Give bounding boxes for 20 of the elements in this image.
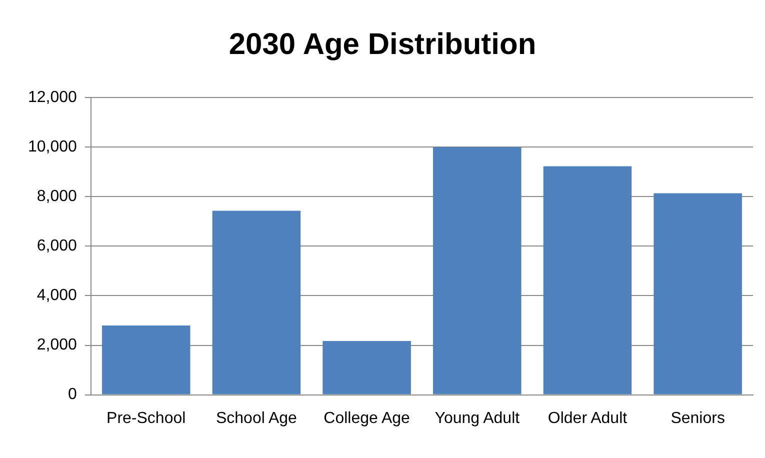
bar (322, 341, 411, 394)
bar (212, 210, 301, 394)
x-tick-label: Pre-School (106, 410, 186, 427)
y-tick-label: 0 (68, 386, 78, 404)
bar (433, 147, 522, 394)
x-tick-label: College Age (324, 410, 410, 427)
bar (543, 166, 632, 394)
x-tick-label: Young Adult (434, 410, 520, 427)
bar (102, 325, 190, 394)
x-tick-label: School Age (216, 410, 298, 427)
chart-title: 2030 Age Distribution (228, 28, 538, 62)
bar (654, 193, 742, 394)
x-tick-label: Older Adult (548, 410, 628, 427)
y-tick-label: 10,000 (28, 138, 78, 156)
y-tick-label: 12,000 (28, 89, 78, 106)
y-tick-label: 2,000 (36, 336, 78, 354)
y-tick-label: 6,000 (36, 238, 78, 255)
y-tick-label: 4,000 (36, 287, 78, 304)
x-tick-label: Seniors (670, 410, 725, 427)
y-tick-label: 8,000 (36, 188, 78, 206)
